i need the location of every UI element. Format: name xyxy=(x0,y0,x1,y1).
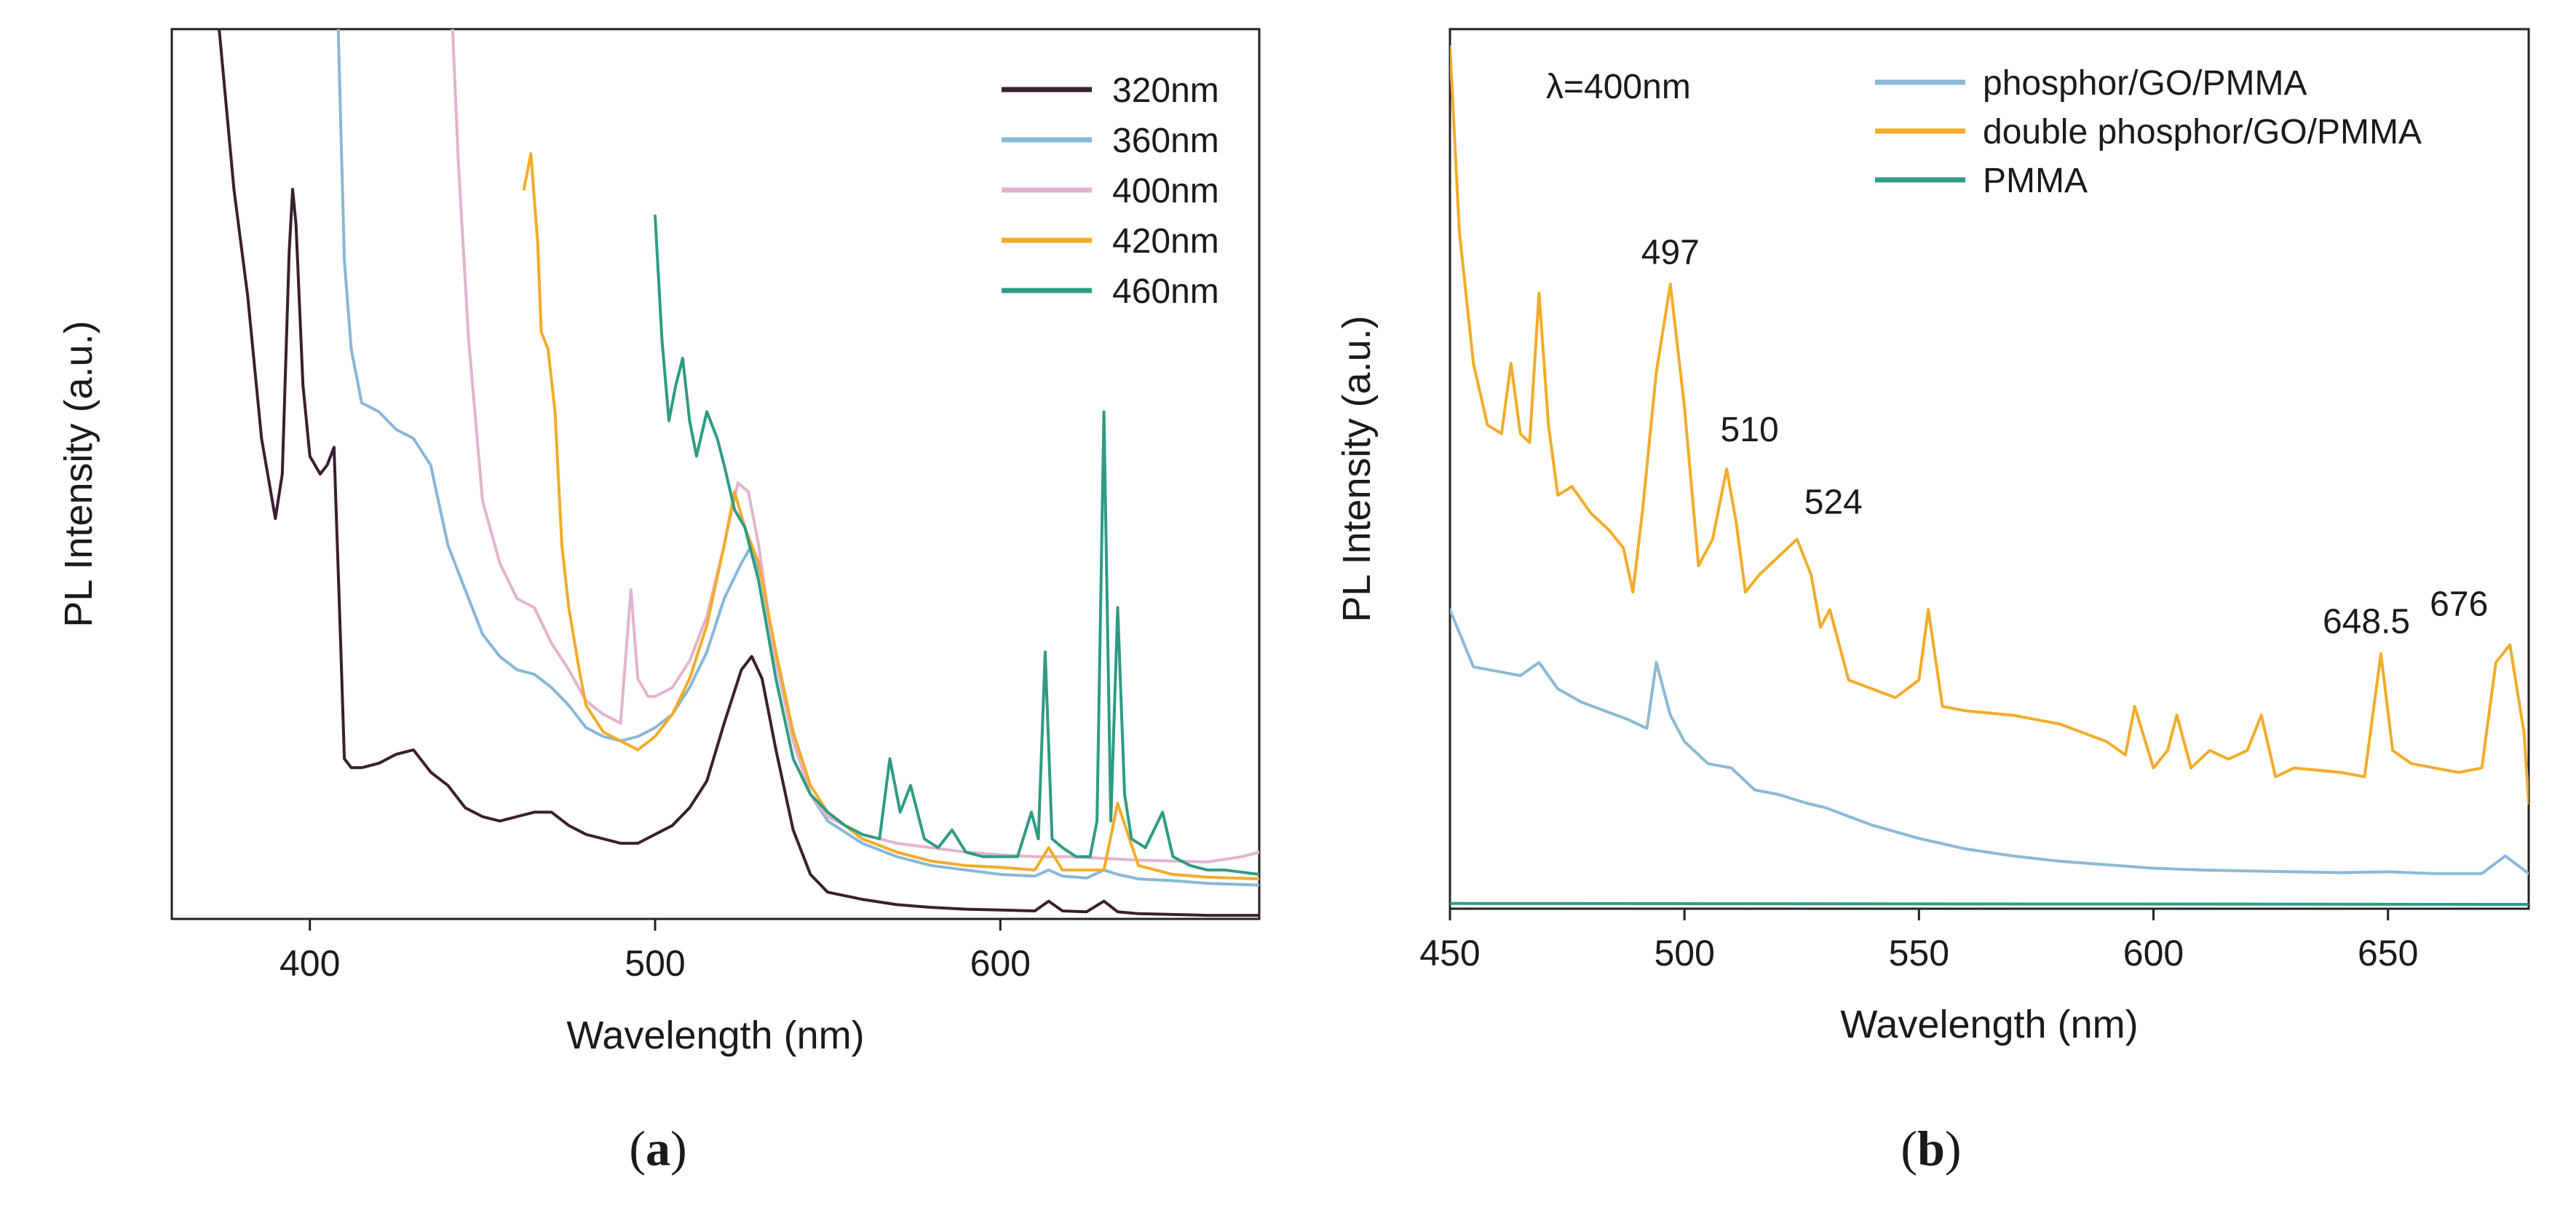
series-line-320nm xyxy=(218,29,1259,917)
peak-annotations: 497 510 524 648.5 676 xyxy=(1641,233,2488,641)
series-line-420nm xyxy=(522,152,1259,880)
x-tick-label: 600 xyxy=(970,943,1031,984)
x-ticks-b: 450 500 550 600 650 xyxy=(1419,909,2418,974)
peak-label: 524 xyxy=(1804,483,1863,522)
legend-b: phosphor/GO/PMMA double phosphor/GO/PMMA P… xyxy=(1875,64,2422,200)
peak-label: 648.5 xyxy=(2323,603,2410,641)
y-axis-title-a: PL Intensity (a.u.) xyxy=(57,320,100,627)
series-line-460nm xyxy=(654,214,1259,876)
x-tick-label: 500 xyxy=(625,943,685,984)
peak-label: 676 xyxy=(2430,585,2488,624)
legend-a: 320nm 360nm 400nm 420nm 460nm xyxy=(1002,71,1219,311)
plot-frame-b xyxy=(1448,28,2530,910)
legend-label: 320nm xyxy=(1112,71,1219,110)
panel-label-a: (a) xyxy=(629,1121,686,1176)
series-lines-b xyxy=(1450,45,2529,906)
peak-label: 510 xyxy=(1721,411,1779,449)
series-lines-a xyxy=(218,29,1259,917)
excitation-label: λ=400nm xyxy=(1546,68,1691,106)
x-tick-label: 600 xyxy=(2123,933,2184,974)
legend-label: 400nm xyxy=(1112,172,1219,210)
x-tick-label: 500 xyxy=(1654,933,1714,974)
y-axis-title-b: PL Intensity (a.u.) xyxy=(1335,315,1379,622)
panel-label-b: (b) xyxy=(1901,1121,1961,1176)
peak-label: 497 xyxy=(1641,233,1700,272)
x-tick-label: 550 xyxy=(1889,933,1949,974)
legend-label: 460nm xyxy=(1112,272,1219,311)
legend-label: PMMA xyxy=(1983,162,2088,200)
plot-frame-a xyxy=(170,28,1261,920)
x-tick-label: 400 xyxy=(280,943,340,984)
x-axis-title-a: Wavelength (nm) xyxy=(566,1014,864,1057)
x-ticks-a: 400 500 600 xyxy=(280,919,1031,984)
legend-label: double phosphor/GO/PMMA xyxy=(1983,113,2422,151)
legend-label: 420nm xyxy=(1112,222,1219,261)
series-line-double-phosphor-go-pmma xyxy=(1450,45,2529,805)
chart-panel-a: 400 500 600 Wavelength (nm) PL Intensity (… xyxy=(57,28,1261,1057)
series-line-phosphor-go-pmma xyxy=(1450,608,2529,875)
x-tick-label: 450 xyxy=(1419,933,1480,974)
legend-label: 360nm xyxy=(1112,122,1219,160)
series-line-360nm xyxy=(336,29,1259,887)
x-tick-label: 650 xyxy=(2358,933,2418,974)
chart-panel-b: 450 500 550 600 650 Wavelength (nm) PL Inten… xyxy=(1335,28,2530,1046)
legend-label: phosphor/GO/PMMA xyxy=(1983,64,2307,103)
x-axis-title-b: Wavelength (nm) xyxy=(1840,1003,2138,1046)
